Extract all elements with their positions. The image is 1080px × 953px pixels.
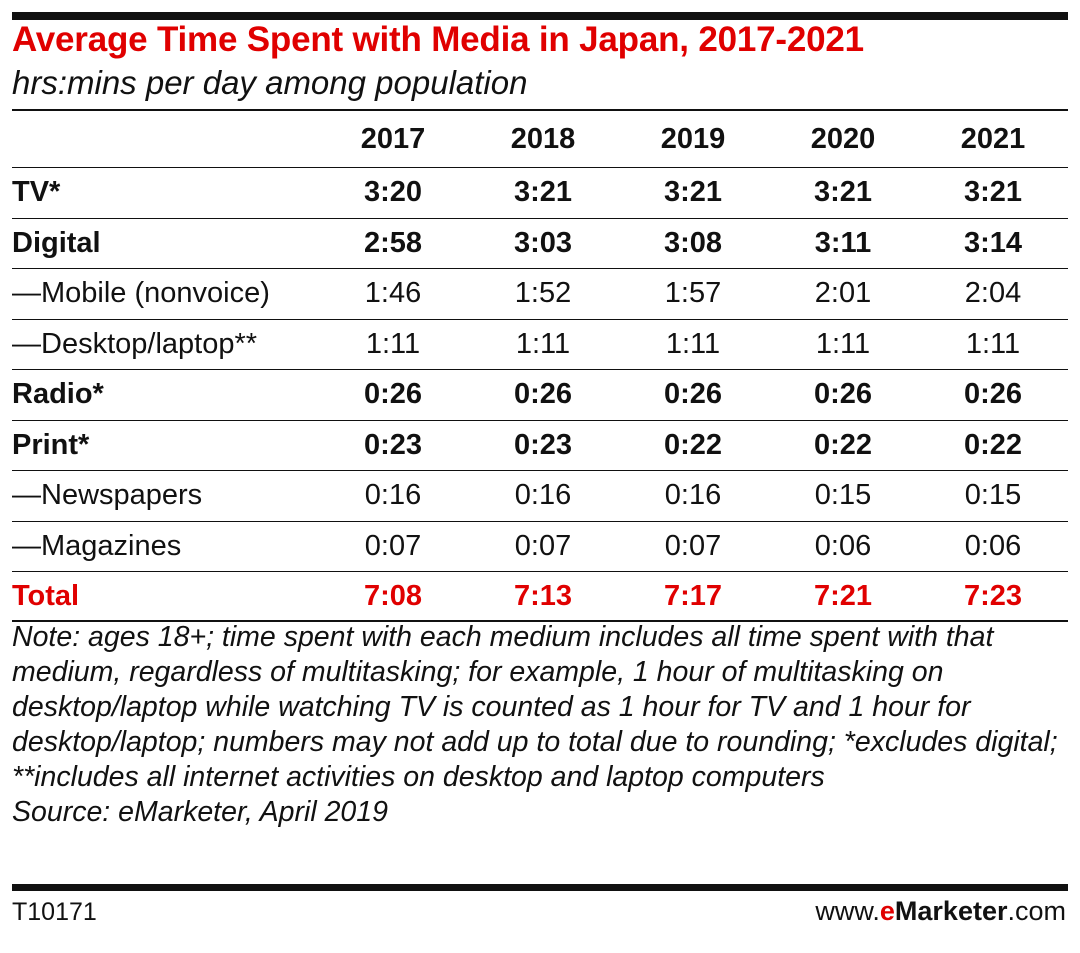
- top-rule: [12, 12, 1068, 20]
- chart-id: T10171: [12, 898, 97, 926]
- cell-value: 0:15: [768, 470, 918, 522]
- year-header: 2020: [768, 110, 918, 168]
- cell-value: 3:21: [618, 167, 768, 219]
- bottom-rule: [12, 884, 1068, 891]
- year-header: 2019: [618, 110, 768, 168]
- cell-value: 0:06: [768, 521, 918, 572]
- brand-prefix: www.: [815, 896, 880, 926]
- row-label: —Magazines: [12, 521, 318, 572]
- cell-value: 0:07: [468, 521, 618, 572]
- table-row-digital: Digital 2:58 3:03 3:08 3:11 3:14: [12, 218, 1068, 269]
- table-row-magazines: —Magazines 0:07 0:07 0:07 0:06 0:06: [12, 521, 1068, 572]
- brand-suffix: .com: [1007, 896, 1066, 926]
- cell-value: 0:26: [618, 369, 768, 421]
- year-header: 2018: [468, 110, 618, 168]
- table-row-print: Print* 0:23 0:23 0:22 0:22 0:22: [12, 420, 1068, 471]
- cell-value: 2:58: [318, 218, 468, 269]
- cell-value: 2:04: [918, 268, 1068, 320]
- brand-e: e: [879, 896, 895, 926]
- note-text: Note: ages 18+; time spent with each med…: [12, 621, 1058, 793]
- cell-value: 0:15: [918, 470, 1068, 522]
- cell-value: 1:46: [318, 268, 468, 320]
- cell-value: 0:23: [318, 420, 468, 471]
- cell-value: 7:13: [513, 580, 573, 613]
- table-row-total: Total 7:08 7:13 7:17 7:21 7:23: [12, 572, 1068, 622]
- cell-value: 0:16: [618, 470, 768, 522]
- cell-value: 7:23: [963, 580, 1023, 613]
- table-row-mobile: —Mobile (nonvoice) 1:46 1:52 1:57 2:01 2…: [12, 268, 1068, 320]
- cell-value: 1:11: [618, 319, 768, 370]
- table-row-radio: Radio* 0:26 0:26 0:26 0:26 0:26: [12, 369, 1068, 421]
- table-row-tv: TV* 3:20 3:21 3:21 3:21 3:21: [12, 167, 1068, 219]
- brand-name: Marketer: [894, 896, 1008, 926]
- cell-value: 2:01: [768, 268, 918, 320]
- cell-value: 1:11: [768, 319, 918, 370]
- cell-value: 0:22: [918, 420, 1068, 471]
- cell-value: 3:08: [618, 218, 768, 269]
- row-label: Print*: [12, 420, 318, 471]
- cell-value: 1:11: [318, 319, 468, 370]
- header-row: 2017 2018 2019 2020 2021: [12, 110, 1068, 168]
- cell-value: 7:17: [663, 580, 723, 613]
- cell-value: 0:26: [918, 369, 1068, 421]
- note-divider: [12, 620, 1068, 622]
- media-time-table: 2017 2018 2019 2020 2021 TV* 3:20 3:21 3…: [12, 109, 1068, 622]
- cell-value: 3:20: [318, 167, 468, 219]
- row-label: —Mobile (nonvoice): [12, 268, 318, 320]
- cell-value: 0:07: [318, 521, 468, 572]
- cell-value: 0:22: [768, 420, 918, 471]
- row-label: Digital: [12, 218, 318, 269]
- source-text: Source: eMarketer, April 2019: [12, 796, 388, 828]
- header-blank: [12, 110, 318, 168]
- cell-value: 3:21: [468, 167, 618, 219]
- year-header: 2017: [318, 110, 468, 168]
- cell-value: 3:03: [468, 218, 618, 269]
- cell-value: 0:07: [618, 521, 768, 572]
- row-label: —Newspapers: [12, 470, 318, 522]
- cell-value: 0:26: [318, 369, 468, 421]
- chart-title: Average Time Spent with Media in Japan, …: [12, 20, 864, 59]
- emarketer-logo: www.eMarketer.com: [815, 896, 1066, 927]
- cell-value: 0:22: [618, 420, 768, 471]
- cell-value: 3:11: [768, 218, 918, 269]
- cell-value: 0:23: [468, 420, 618, 471]
- table-row-newspapers: —Newspapers 0:16 0:16 0:16 0:15 0:15: [12, 470, 1068, 522]
- row-label: —Desktop/laptop**: [12, 319, 318, 370]
- cell-value: 7:08: [363, 580, 423, 613]
- cell-value: 0:06: [918, 521, 1068, 572]
- year-header: 2021: [918, 110, 1068, 168]
- cell-value: 1:57: [618, 268, 768, 320]
- row-label: Total: [12, 580, 80, 613]
- cell-value: 0:16: [318, 470, 468, 522]
- row-label: TV*: [12, 167, 318, 219]
- footnote: Note: ages 18+; time spent with each med…: [12, 620, 1072, 830]
- cell-value: 3:21: [918, 167, 1068, 219]
- cell-value: 3:14: [918, 218, 1068, 269]
- cell-value: 7:21: [813, 580, 873, 613]
- chart-subtitle: hrs:mins per day among population: [12, 64, 528, 101]
- cell-value: 3:21: [768, 167, 918, 219]
- cell-value: 0:26: [468, 369, 618, 421]
- row-label: Radio*: [12, 369, 318, 421]
- cell-value: 1:11: [468, 319, 618, 370]
- cell-value: 0:26: [768, 369, 918, 421]
- cell-value: 1:11: [918, 319, 1068, 370]
- cell-value: 0:16: [468, 470, 618, 522]
- table-row-desktop: —Desktop/laptop** 1:11 1:11 1:11 1:11 1:…: [12, 319, 1068, 370]
- cell-value: 1:52: [468, 268, 618, 320]
